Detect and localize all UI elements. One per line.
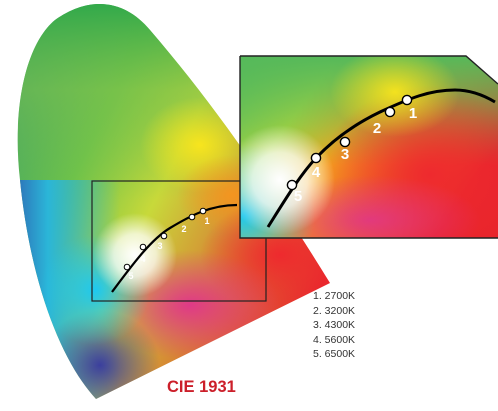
inset-points: 1 2 3 45 <box>286 94 417 205</box>
cct-legend: 1. 2700K 2. 3200K 3. 4300K 4. 5600K 5. 6… <box>313 289 355 362</box>
inset-marker-2 <box>384 106 396 118</box>
planckian-locus <box>111 203 238 293</box>
main-marker-4 <box>139 243 147 251</box>
main-label-2: 2 <box>181 224 186 234</box>
inset-marker-3 <box>339 136 351 148</box>
inset-marker-5 <box>286 179 298 191</box>
zoom-inset: 1 2 3 45 <box>239 55 498 239</box>
main-label-5: 5 <box>128 271 133 281</box>
main-marker-1 <box>199 207 207 215</box>
main-label-4: 4 <box>140 254 145 264</box>
inset-label-3: 3 <box>341 146 349 163</box>
inset-label-4: 4 <box>312 164 321 181</box>
main-marker-5 <box>123 263 131 271</box>
main-marker-3 <box>160 232 168 240</box>
inset-marker-4 <box>310 152 322 164</box>
zoom-inset-frame <box>239 55 498 239</box>
main-label-1: 1 <box>204 216 209 226</box>
inset-label-5: 5 <box>294 188 302 205</box>
diagram-title: CIE 1931 <box>167 378 236 396</box>
main-points: 1 2 3 45 <box>123 207 210 281</box>
main-marker-2 <box>188 213 196 221</box>
inset-marker-1 <box>401 94 413 106</box>
legend-item-2: 2. 3200K <box>313 304 356 317</box>
inset-label-1: 1 <box>409 105 417 122</box>
zoom-region-box <box>91 180 267 302</box>
legend-item-3: 3. 4300K <box>313 319 356 332</box>
legend-item-4: 4. 5600K <box>313 333 356 346</box>
planckian-locus-zoomed <box>266 88 496 228</box>
legend-item-1: 1. 2700K <box>313 290 356 302</box>
main-label-3: 3 <box>157 241 162 251</box>
legend-item-5: 5. 6500K <box>313 348 356 361</box>
inset-label-2: 2 <box>373 120 381 137</box>
